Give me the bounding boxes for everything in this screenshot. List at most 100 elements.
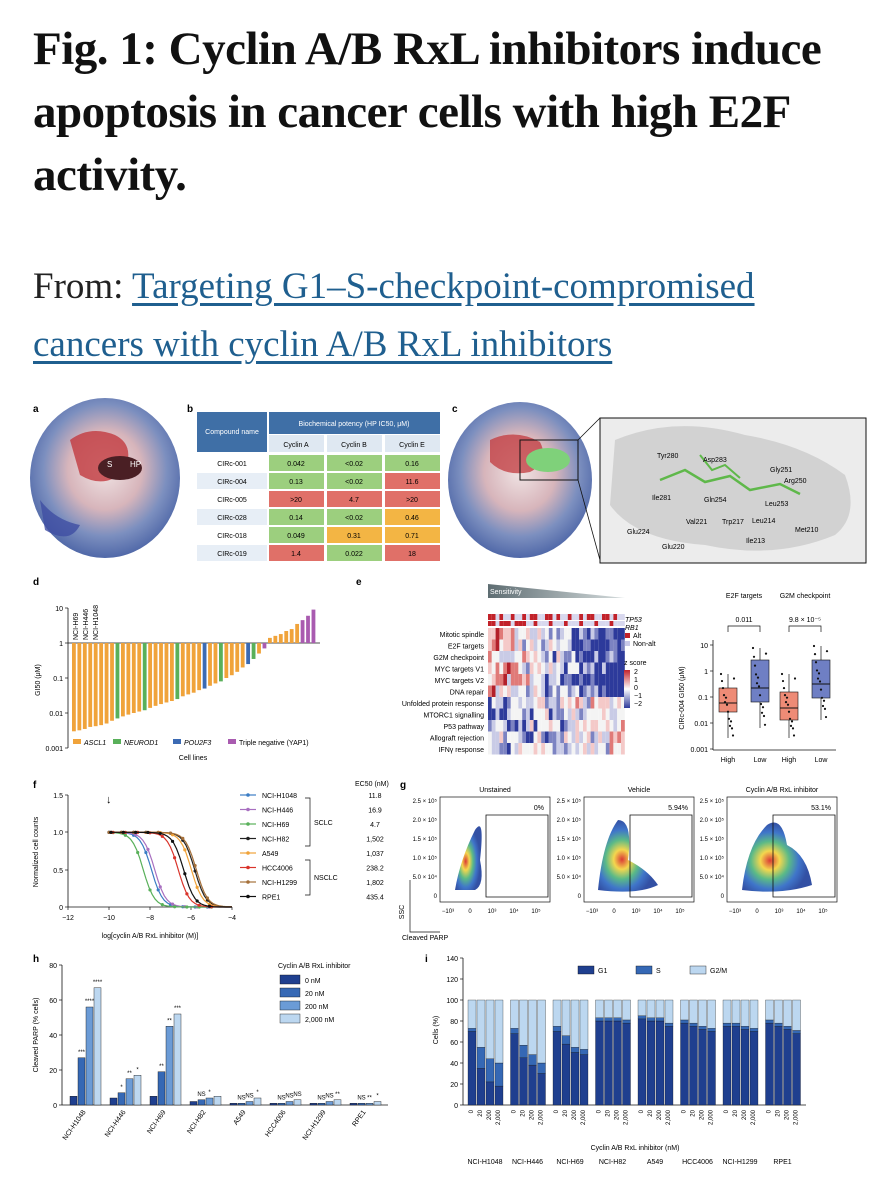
e-heat-cell xyxy=(510,697,515,709)
table-row-name: CIRc-001 xyxy=(217,461,247,468)
i-bar-segment xyxy=(765,999,774,1021)
i-bar-segment xyxy=(510,1028,519,1034)
e-heat-cell xyxy=(526,697,530,709)
e-rb1-cell xyxy=(598,621,602,626)
f-x-tick-label: −8 xyxy=(146,915,154,922)
i-bar-segment xyxy=(698,1029,707,1106)
e-heat-cell xyxy=(552,731,557,743)
zscore-ticks: 210−1−2 xyxy=(634,669,642,708)
i-dose-label: 200 xyxy=(700,1109,706,1120)
e-heat-cell xyxy=(605,628,610,640)
h-significance: NS xyxy=(325,1094,333,1100)
e-heat-cell xyxy=(583,697,587,709)
i-legend-swatch xyxy=(577,965,595,975)
e-heat-cell xyxy=(526,708,530,720)
i-bar-segment xyxy=(552,999,562,1027)
h-bar xyxy=(157,1071,166,1106)
i-bar-segment xyxy=(731,1026,741,1106)
e-heat-cell xyxy=(617,743,621,755)
h-bar xyxy=(109,1097,118,1106)
e-rb1-cell xyxy=(590,621,595,626)
i-bar-segment xyxy=(622,999,631,1021)
e-heat-cell xyxy=(526,639,530,651)
i-bar-segment xyxy=(740,1026,750,1030)
e-heat-cell xyxy=(529,743,534,755)
e-heat-cell xyxy=(522,662,526,674)
box-point xyxy=(786,703,790,706)
table-cell: 0.14 xyxy=(289,515,303,522)
e-pathway-label: G2M checkpoint xyxy=(433,655,484,662)
f-y-tick-label: 0.5 xyxy=(53,868,63,875)
e-heat-cell xyxy=(575,674,580,686)
panel-d-letter: d xyxy=(33,577,39,588)
f-curve xyxy=(109,831,233,908)
e-heat-cell xyxy=(571,731,576,743)
flow-y-tick: 2.5 × 10⁵ xyxy=(413,798,438,805)
e-heat-cell xyxy=(488,697,492,709)
h-bar xyxy=(237,1103,246,1106)
e-heat-cell xyxy=(541,685,545,697)
tag-rb1: RB1 xyxy=(625,625,639,632)
panel-d: d 10 1 0.1 0.01 0.001 GI50 (μM) NCI-H69 NCI-… xyxy=(33,577,320,762)
f-legend-label: NCI-H1299 xyxy=(262,880,297,887)
d-legend-swatch xyxy=(73,739,81,744)
e-heat-cell xyxy=(541,662,545,674)
e-heat-cell xyxy=(491,628,496,640)
e-heat-cell xyxy=(488,662,492,674)
e-heat-cell xyxy=(552,720,557,732)
e-heat-cell xyxy=(537,662,542,674)
f-point xyxy=(207,904,212,908)
e-heat-cell xyxy=(510,708,515,720)
e-heat-cell xyxy=(594,697,599,709)
e-heat-cell xyxy=(533,708,538,720)
d-bar xyxy=(175,643,180,700)
g-axis-arrows xyxy=(409,880,440,933)
i-dose-label: 0 xyxy=(512,1109,518,1113)
flow-y-tick: 2.0 × 10⁵ xyxy=(413,817,438,824)
i-bar-segment xyxy=(749,1028,759,1032)
f-point xyxy=(181,836,185,840)
box-point xyxy=(784,701,788,704)
e-heat-cell xyxy=(488,685,492,697)
e-heat-cell xyxy=(571,628,576,640)
e-heat-cell xyxy=(548,651,553,663)
zoom-surface xyxy=(610,426,851,551)
i-bar-segment xyxy=(537,1073,546,1106)
e-heat-cell xyxy=(617,731,621,743)
i-tick-label: 80 xyxy=(450,1019,458,1026)
e-heat-cell xyxy=(586,720,591,732)
e-heat-cell xyxy=(609,708,614,720)
e-heat-cell xyxy=(495,697,500,709)
e-heat-cell xyxy=(522,651,526,663)
h-y-ticks: 80 60 40 20 0 xyxy=(49,963,62,1110)
e-heat-cell xyxy=(545,628,549,640)
e-heat-cell xyxy=(495,685,500,697)
e-rb1-cell xyxy=(552,621,557,626)
zscore-tick: −1 xyxy=(634,693,642,700)
d-bar xyxy=(159,643,163,705)
e-heat-cell xyxy=(556,639,561,651)
box-point xyxy=(817,672,821,675)
e-heat-cell xyxy=(583,639,587,651)
e-heat-cell xyxy=(609,731,614,743)
i-dose-label: 20 xyxy=(691,1109,697,1116)
e-heat-cell xyxy=(518,685,523,697)
e-heat-cell xyxy=(602,720,606,732)
box-point xyxy=(819,688,823,691)
article-link[interactable]: Targeting G1–S-checkpoint-compromised ca… xyxy=(33,266,755,365)
flow-x-tick: 10⁵ xyxy=(531,908,541,915)
e-heat-cell xyxy=(533,697,538,709)
e-heat-cell xyxy=(552,662,557,674)
e-heat-cell xyxy=(579,720,583,732)
e-rb1-cell xyxy=(491,621,496,626)
i-dose-label: 20 xyxy=(478,1109,484,1116)
e-heat-cell xyxy=(533,639,538,651)
box-point xyxy=(821,704,825,708)
e-heat-cell xyxy=(571,662,576,674)
e-heat-cell xyxy=(510,685,515,697)
e-heat-cell xyxy=(533,662,538,674)
e-rb1-cell xyxy=(518,621,523,626)
e-rb1-cell xyxy=(575,621,580,626)
e-heat-cell xyxy=(507,685,511,697)
d-bar xyxy=(289,629,294,643)
